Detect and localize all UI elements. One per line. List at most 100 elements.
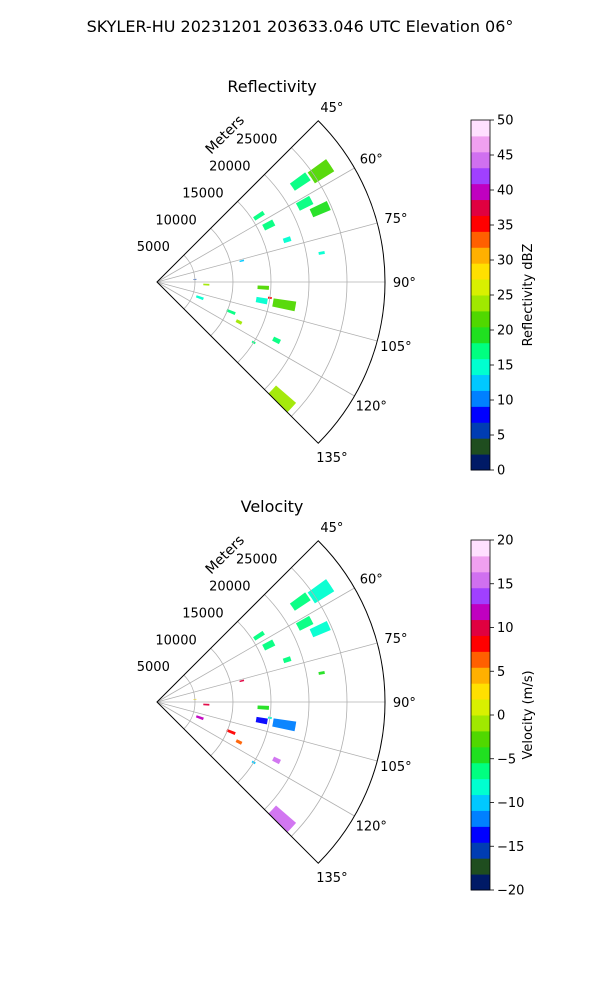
colorbar-segment [471, 540, 490, 557]
colorbar-segment [471, 279, 490, 296]
echo-patch [318, 670, 325, 675]
azimuth-gridline [156, 587, 355, 703]
azimuth-tick-label: 75° [384, 632, 407, 647]
azimuth-tick-label: 135° [316, 451, 347, 466]
echo-patch [289, 172, 311, 191]
colorbar-tick-label: 10 [497, 394, 514, 409]
colorbar-tick-label: 10 [497, 621, 514, 636]
azimuth-gridline [156, 167, 355, 283]
echo-patch [239, 259, 245, 263]
colorbar-segment [471, 699, 490, 716]
azimuth-gridline [156, 281, 378, 342]
colorbar-segment [471, 555, 490, 573]
echo-patch [226, 308, 236, 315]
colorbar-segment [471, 390, 490, 407]
colorbar-segment [471, 263, 490, 280]
colorbar-tick-label: 40 [497, 184, 514, 199]
colorbar-segment [471, 326, 490, 344]
colorbar-segment [471, 778, 490, 796]
colorbar-segment [471, 310, 490, 328]
colorbar-tick-label: 20 [497, 534, 514, 549]
colorbar-segment [471, 651, 490, 668]
echo-patch [272, 756, 281, 765]
azimuth-tick-label: 120° [356, 820, 387, 835]
reflectivity-title: Reflectivity [227, 77, 316, 96]
colorbar-tick-label: 20 [497, 324, 514, 339]
azimuth-tick-label: 90° [393, 696, 416, 711]
colorbar-segment [471, 842, 490, 859]
colorbar-segment [471, 715, 490, 732]
colorbar-segment [471, 746, 490, 764]
echo-patch [272, 718, 297, 732]
azimuth-tick-label: 60° [360, 152, 383, 167]
range-tick-label: 10000 [155, 213, 196, 228]
colorbar-tick-label: −15 [497, 840, 524, 855]
echo-patch [309, 201, 331, 218]
velocity-title: Velocity [241, 497, 304, 516]
azimuth-tick-label: 75° [384, 212, 407, 227]
azimuth-tick-label: 105° [380, 760, 411, 775]
colorbar-tick-label: 15 [497, 359, 514, 374]
colorbar-segment [471, 858, 490, 875]
colorbar-segment [471, 762, 490, 780]
echo-patch [226, 728, 236, 735]
colorbar-tick-label: 30 [497, 254, 514, 269]
colorbar-tick-label: 5 [497, 665, 505, 680]
echo-patch [203, 703, 210, 706]
figure-suptitle: SKYLER-HU 20231201 203633.046 UTC Elevat… [87, 17, 514, 36]
echo-patch [195, 715, 204, 721]
colorbar-tick-label: 5 [497, 429, 505, 444]
echo-patch [272, 298, 297, 312]
colorbar-segment [471, 215, 490, 232]
colorbar-segment [471, 151, 490, 169]
colorbar-segment [471, 183, 490, 201]
colorbar-segment [471, 247, 490, 264]
sector-frame [156, 540, 386, 864]
range-tick-label: 5000 [137, 240, 170, 255]
colorbar-segment [471, 295, 490, 312]
velocity-grid: 5000 10000 15000 20000 25000 45° 60° 75° 90° 105°… [137, 521, 416, 886]
sector-frame [156, 120, 386, 444]
azimuth-tick-label: 120° [356, 400, 387, 415]
colorbar-tick-label: −20 [497, 884, 524, 899]
reflectivity-echoes [193, 159, 335, 413]
echo-patch [295, 615, 314, 631]
echo-patch [268, 805, 297, 833]
colorbar-tick-label: −10 [497, 796, 524, 811]
colorbar-tick-label: −5 [497, 752, 516, 767]
azimuth-tick-label: 135° [316, 871, 347, 886]
colorbar-segment [471, 135, 490, 153]
colorbar-tick-label: 0 [497, 464, 505, 479]
echo-patch [203, 283, 210, 286]
echo-patch [195, 295, 204, 301]
colorbar-segment [471, 454, 490, 471]
echo-patch [289, 592, 311, 611]
colorbar-segment [471, 635, 490, 652]
range-tick-label: 15000 [182, 606, 223, 621]
colorbar-segment [471, 231, 490, 248]
colorbar-segment [471, 826, 490, 843]
colorbar-tick-label: 25 [497, 289, 514, 304]
range-tick-label: 20000 [209, 160, 250, 175]
echo-patch [307, 159, 335, 184]
colorbar-segment [471, 422, 490, 439]
echo-patch [235, 319, 243, 325]
colorbar-tick-label: 35 [497, 219, 514, 234]
echo-patch [239, 679, 245, 683]
reflectivity-colorbar: 0 5 10 15 20 25 30 35 40 45 50 [470, 114, 514, 479]
range-tick-label: 20000 [209, 580, 250, 595]
range-tick-label: 10000 [155, 633, 196, 648]
colorbar-segment [471, 199, 490, 216]
azimuth-tick-label: 60° [360, 572, 383, 587]
colorbar-segment [471, 810, 490, 827]
azimuth-gridline [156, 701, 378, 762]
range-tick-label: 5000 [137, 660, 170, 675]
echo-patch [295, 195, 314, 211]
echo-patch [253, 210, 265, 221]
echo-patch [253, 630, 265, 641]
reflectivity-grid: 5000 10000 15000 20000 25000 45° 60° 75° 90° 105°… [137, 101, 416, 466]
azimuth-tick-label: 90° [393, 276, 416, 291]
colorbar-tick-label: 50 [497, 114, 514, 129]
colorbar-tick-label: 15 [497, 577, 514, 592]
colorbar-segment [471, 603, 490, 621]
